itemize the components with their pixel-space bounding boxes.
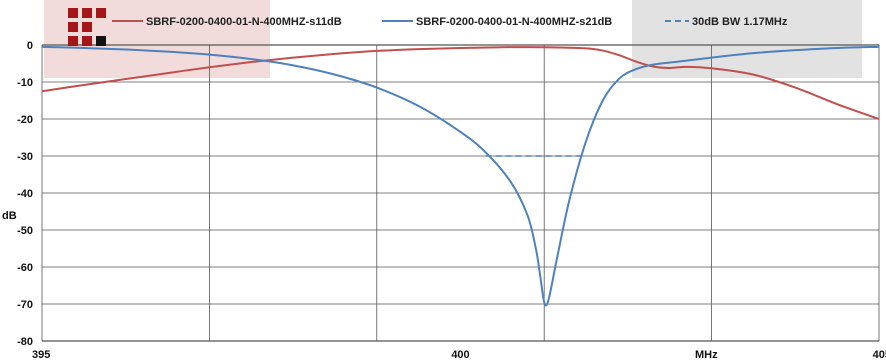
series-s11-line [41, 46, 880, 120]
logo-square [96, 8, 106, 18]
legend-label: SBRF-0200-0400-01-N-400MHZ-s11dB [146, 16, 342, 28]
legend: SBRF-0200-0400-01-N-400MHZ-s11dB SBRF-020… [112, 16, 788, 28]
x-tick-label: 400 [451, 349, 469, 361]
x-axis-ticks: 395 400 405 [32, 349, 886, 361]
logo-square [68, 22, 78, 32]
y-tick-label: -50 [17, 225, 33, 237]
y-tick-label: -30 [17, 151, 33, 163]
logo-square [82, 8, 92, 18]
y-tick-label: -10 [17, 77, 33, 89]
y-tick-label: -60 [17, 262, 33, 274]
legend-label: 30dB BW 1.17MHz [692, 16, 788, 28]
company-logo [68, 8, 106, 46]
y-tick-label: -40 [17, 188, 33, 200]
grid [41, 44, 880, 342]
legend-label: SBRF-0200-0400-01-N-400MHZ-s21dB [416, 16, 612, 28]
series-s21-line [41, 45, 880, 307]
x-tick-label: 405 [873, 349, 886, 361]
y-tick-label: -20 [17, 114, 33, 126]
y-tick-label: -70 [17, 299, 33, 311]
logo-square [68, 36, 78, 46]
y-axis-ticks: 0 -10 -20 -30 -40 -50 -60 -70 -80 [17, 40, 33, 348]
series-layer [41, 45, 880, 307]
y-tick-label: -80 [17, 336, 33, 348]
logo-square [96, 36, 106, 46]
logo-square [68, 8, 78, 18]
x-tick-label: 395 [32, 349, 50, 361]
legend-panel-right [632, 0, 862, 78]
y-axis-label: dB [2, 210, 17, 222]
logo-square [82, 22, 92, 32]
y-tick-label: 0 [27, 40, 33, 52]
x-axis-label: MHz [695, 349, 718, 361]
logo-square [82, 36, 92, 46]
